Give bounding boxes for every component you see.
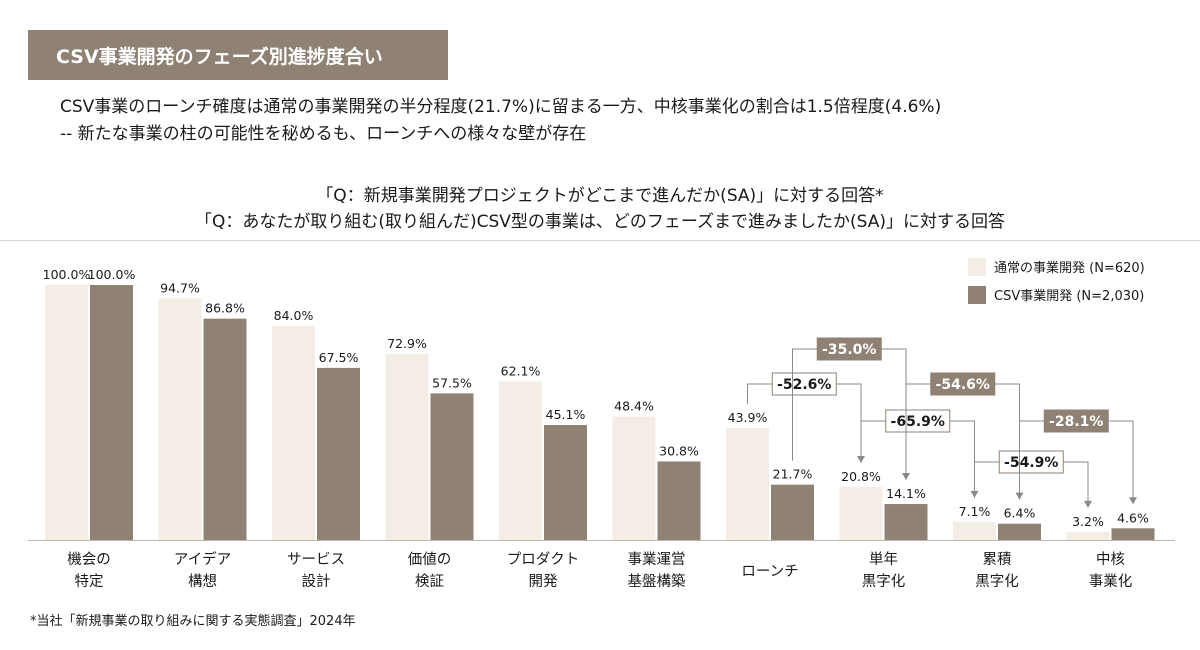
category-label-8-1: 黒字化: [975, 573, 1019, 590]
category-label-2-0: サービス: [287, 551, 345, 568]
connector-line-3: [905, 383, 1020, 494]
bar-normal-5: [612, 416, 656, 540]
divider-line: [0, 240, 1200, 241]
change-label-5: -28.1%: [1049, 414, 1103, 430]
category-label-6-0: ローンチ: [741, 564, 798, 580]
data-label-csv-3: 57.5%: [432, 375, 472, 390]
category-label-3-0: 価値の: [408, 551, 452, 568]
change-badge-0: [771, 372, 837, 396]
connector-arrow-4: [1084, 500, 1092, 508]
data-label-normal-5: 48.4%: [614, 399, 654, 414]
data-label-normal-7: 20.8%: [841, 469, 881, 484]
bar-normal-1: [158, 298, 202, 540]
data-label-csv-6: 21.7%: [773, 467, 813, 482]
change-label-0: -52.6%: [777, 377, 831, 393]
question-1: 「Q：新規事業開発プロジェクトがどこまで進んだか(SA)」に対する回答*: [316, 186, 884, 206]
bar-csv-1: [203, 318, 247, 540]
data-label-csv-7: 14.1%: [886, 486, 926, 501]
data-label-csv-2: 67.5%: [319, 350, 359, 365]
data-label-normal-9: 3.2%: [1072, 514, 1104, 529]
bar-csv-3: [430, 393, 474, 540]
category-label-1-0: アイデア: [174, 550, 231, 568]
change-badge-4: [998, 450, 1064, 474]
chart-title-banner: CSV事業開発のフェーズ別進捗度合い: [28, 30, 448, 80]
category-label-5-0: 事業運営: [628, 551, 686, 568]
headline-line-1: CSV事業のローンチ確度は通常の事業開発の半分程度(21.7%)に留まる一方、中…: [60, 97, 942, 117]
data-label-normal-3: 72.9%: [387, 336, 427, 351]
data-label-csv-8: 6.4%: [1004, 506, 1036, 521]
category-label-3-1: 検証: [415, 573, 444, 590]
data-label-normal-2: 84.0%: [274, 308, 314, 323]
legend-label-0: 通常の事業開発 (N=620): [994, 260, 1145, 276]
category-label-0-1: 特定: [75, 573, 104, 590]
category-label-1-1: 構想: [188, 573, 217, 590]
bar-csv-5: [657, 461, 701, 540]
bar-normal-0: [45, 285, 88, 540]
bar-csv-6: [771, 484, 814, 540]
question-2: 「Q：あなたが取り組む(取り組んだ)CSV型の事業は、どのフェーズまで進みました…: [194, 212, 1006, 232]
category-label-7-0: 単年: [869, 551, 898, 568]
data-label-normal-4: 62.1%: [501, 364, 541, 379]
category-label-4-0: プロダクト: [507, 551, 580, 568]
bar-normal-7: [839, 486, 883, 540]
change-badge-3: [930, 372, 996, 396]
data-label-normal-1: 94.7%: [160, 281, 200, 296]
bar-csv-9: [1111, 528, 1155, 540]
category-label-9-1: 事業化: [1089, 573, 1133, 590]
bar-normal-9: [1066, 531, 1110, 540]
change-badge-5: [1043, 409, 1109, 433]
connector-arrow-5: [1129, 497, 1137, 505]
change-label-1: -35.0%: [822, 342, 876, 358]
category-label-8-0: 累積: [983, 551, 1012, 568]
bar-normal-2: [272, 325, 315, 540]
data-label-normal-0: 100.0%: [43, 267, 91, 282]
change-badge-2: [885, 409, 951, 433]
bar-normal-4: [499, 381, 542, 540]
bar-normal-6: [726, 428, 769, 540]
category-label-5-1: 基盤構築: [628, 572, 686, 590]
legend-label-1: CSV事業開発 (N=2,030): [994, 288, 1144, 304]
bar-csv-4: [544, 424, 587, 540]
change-label-3: -54.6%: [936, 377, 990, 393]
headline: CSV事業のローンチ確度は通常の事業開発の半分程度(21.7%)に留まる一方、中…: [60, 94, 941, 148]
bar-csv-2: [317, 367, 360, 540]
bar-csv-0: [90, 285, 133, 540]
category-label-9-0: 中核: [1096, 551, 1125, 568]
footnote: *当社「新規事業の取り組みに関する実態調査」2024年: [30, 614, 356, 629]
chart-title: CSV事業開発のフェーズ別進捗度合い: [56, 45, 383, 68]
bar-normal-3: [385, 354, 429, 540]
data-label-csv-4: 45.1%: [546, 407, 586, 422]
data-label-csv-9: 4.6%: [1117, 510, 1149, 525]
change-label-2: -65.9%: [891, 414, 945, 430]
bar-csv-7: [884, 504, 928, 540]
legend-swatch-1: [968, 286, 986, 304]
legend-swatch-0: [968, 258, 986, 276]
category-label-7-1: 黒字化: [862, 573, 906, 590]
category-label-2-1: 設計: [302, 573, 331, 590]
data-label-normal-6: 43.9%: [728, 410, 768, 425]
data-label-csv-5: 30.8%: [659, 443, 699, 458]
category-label-0-0: 機会の: [67, 551, 111, 568]
bar-csv-8: [998, 523, 1041, 540]
change-label-4: -54.9%: [1004, 455, 1058, 471]
data-label-csv-0: 100.0%: [88, 267, 136, 282]
headline-line-2: -- 新たな事業の柱の可能性を秘めるも、ローンチへの様々な壁が存在: [60, 124, 587, 144]
category-label-4-1: 開発: [529, 573, 558, 590]
data-label-normal-8: 7.1%: [959, 504, 991, 519]
data-label-csv-1: 86.8%: [205, 301, 245, 316]
bar-normal-8: [953, 521, 996, 540]
change-badge-1: [816, 337, 882, 361]
